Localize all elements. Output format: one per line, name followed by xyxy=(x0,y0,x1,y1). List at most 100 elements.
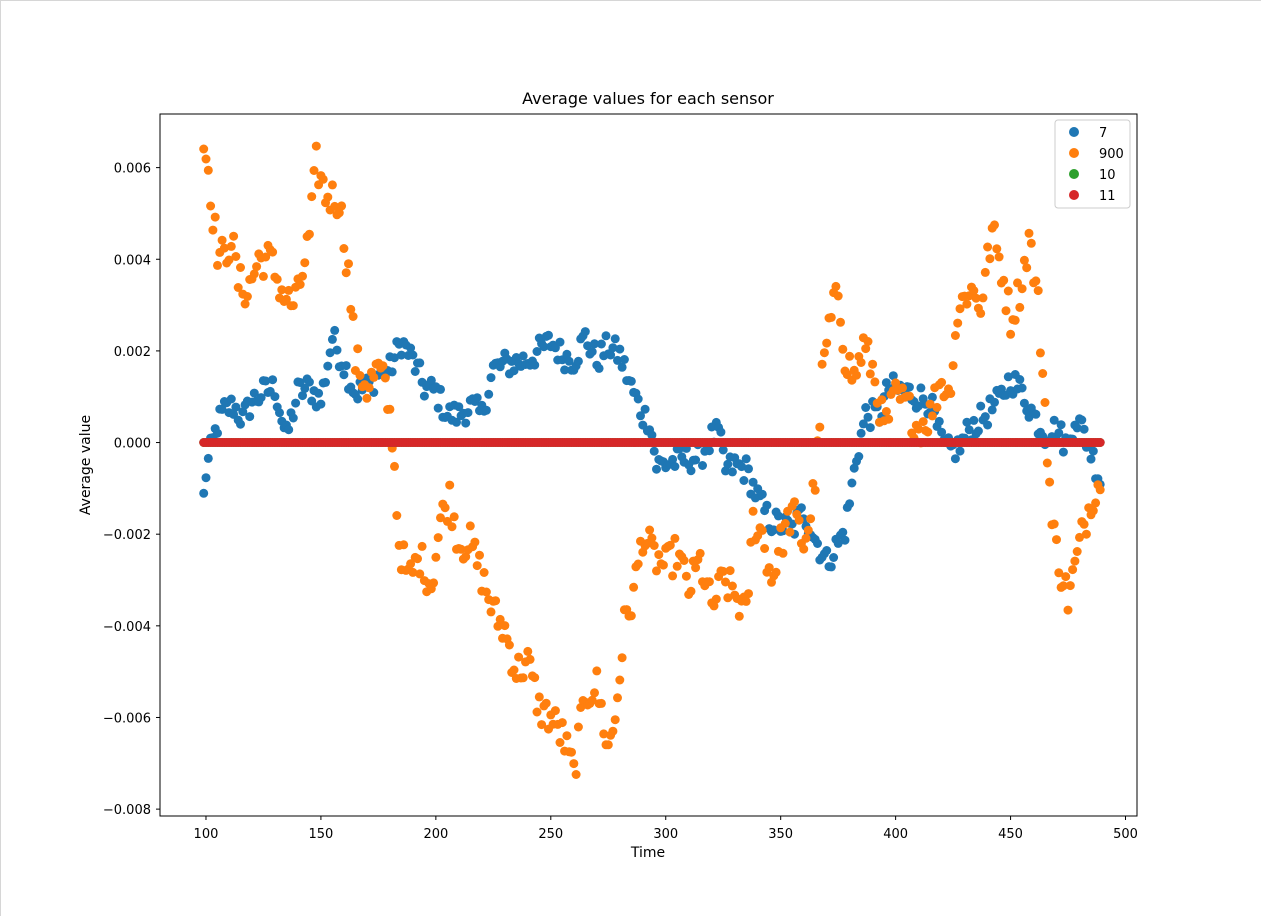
data-point xyxy=(727,581,737,591)
data-point xyxy=(518,351,528,361)
legend-box xyxy=(1054,119,1131,209)
data-point xyxy=(270,392,280,402)
data-point xyxy=(626,611,636,621)
data-point xyxy=(580,327,590,337)
data-point xyxy=(833,291,843,301)
data-point xyxy=(481,405,491,415)
data-point xyxy=(258,271,268,281)
data-point xyxy=(224,255,234,265)
data-point xyxy=(870,377,880,387)
data-point xyxy=(509,665,519,675)
data-point xyxy=(348,312,358,321)
data-point xyxy=(861,403,871,412)
data-point xyxy=(530,360,540,370)
data-point xyxy=(436,384,445,394)
data-point xyxy=(339,244,349,253)
data-point xyxy=(1015,302,1025,312)
data-point xyxy=(599,729,609,739)
data-point xyxy=(1052,535,1061,545)
data-point xyxy=(203,165,213,175)
data-point xyxy=(410,367,420,376)
data-point xyxy=(608,726,618,736)
data-point xyxy=(573,722,583,732)
data-point xyxy=(813,539,822,548)
data-point xyxy=(640,404,650,414)
data-point xyxy=(686,466,696,476)
data-point xyxy=(934,416,944,426)
data-point xyxy=(390,353,399,363)
data-point xyxy=(865,369,875,379)
data-point xyxy=(550,706,560,716)
data-point xyxy=(596,698,606,708)
data-point xyxy=(636,411,645,421)
data-point xyxy=(633,394,643,404)
data-point xyxy=(413,554,422,564)
data-point xyxy=(1095,485,1105,495)
data-point xyxy=(773,511,783,521)
data-point xyxy=(233,283,243,292)
data-point xyxy=(500,621,510,631)
data-point xyxy=(1054,428,1064,438)
data-point xyxy=(721,577,730,587)
data-point xyxy=(288,301,298,311)
data-point xyxy=(1035,348,1045,358)
data-point xyxy=(300,383,310,393)
x-tick-label: 100 xyxy=(194,827,219,842)
data-point xyxy=(571,770,581,779)
data-point xyxy=(1086,454,1096,464)
data-point xyxy=(840,535,850,545)
data-point xyxy=(268,375,278,385)
data-point xyxy=(695,548,705,558)
data-point xyxy=(904,391,914,401)
data-point xyxy=(199,144,209,154)
data-point xyxy=(256,393,266,403)
data-point xyxy=(339,370,349,380)
data-point xyxy=(801,533,811,543)
data-point xyxy=(344,259,353,269)
data-point xyxy=(780,519,790,528)
data-point xyxy=(560,365,570,375)
data-point xyxy=(884,414,894,424)
data-point xyxy=(617,653,627,663)
data-point xyxy=(652,464,661,474)
data-point xyxy=(1015,375,1025,384)
data-point xyxy=(601,331,611,341)
data-point xyxy=(1045,477,1055,487)
data-point xyxy=(1070,556,1080,566)
data-point xyxy=(323,361,333,371)
data-point xyxy=(213,260,222,270)
points-layer xyxy=(199,141,1105,779)
data-point xyxy=(532,347,542,356)
data-point xyxy=(760,544,770,553)
data-point xyxy=(969,286,979,296)
data-point xyxy=(819,348,829,358)
data-point xyxy=(670,533,680,543)
data-point xyxy=(817,359,827,369)
data-point xyxy=(668,571,678,581)
data-point xyxy=(426,375,436,385)
data-point xyxy=(544,330,553,340)
data-point xyxy=(406,559,416,569)
data-point xyxy=(537,720,547,730)
data-point xyxy=(704,577,714,587)
data-point xyxy=(461,418,471,428)
data-point xyxy=(964,425,974,435)
data-point xyxy=(217,235,227,245)
data-point xyxy=(980,267,990,277)
data-point xyxy=(976,308,986,318)
data-point xyxy=(1079,519,1089,529)
data-point xyxy=(495,614,505,624)
data-point xyxy=(709,601,719,611)
data-point xyxy=(826,562,836,572)
data-point xyxy=(440,503,450,513)
data-point xyxy=(408,567,418,577)
data-point xyxy=(744,589,753,599)
data-point xyxy=(346,304,356,314)
data-point xyxy=(532,707,542,717)
data-point xyxy=(810,485,820,495)
data-point xyxy=(1079,424,1089,434)
data-point xyxy=(493,621,503,631)
data-point xyxy=(741,596,751,606)
data-point xyxy=(226,394,236,404)
data-point xyxy=(948,361,958,371)
